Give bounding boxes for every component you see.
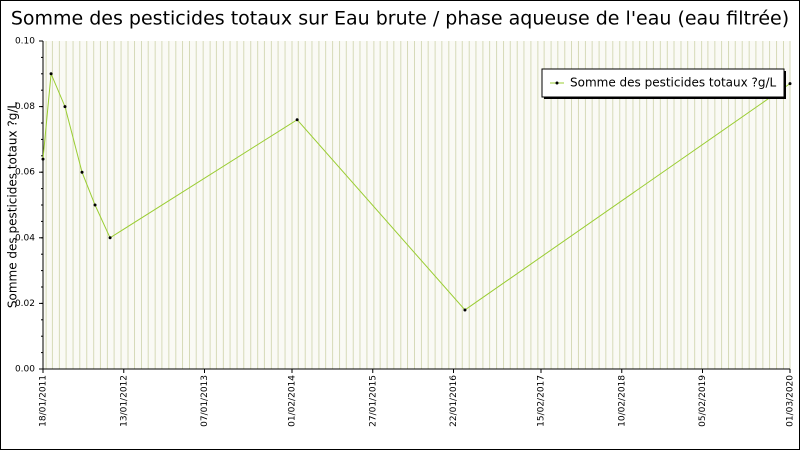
y-axis-label: Somme des pesticides totaux ?g/L — [6, 102, 20, 309]
legend: Somme des pesticides totaux ?g/L — [541, 68, 786, 99]
data-point — [93, 203, 97, 207]
data-point — [80, 170, 84, 174]
x-tick-label: 15/02/2017 — [537, 375, 547, 427]
legend-box — [541, 68, 785, 98]
data-point — [463, 308, 467, 312]
x-tick-label: 01/02/2014 — [288, 375, 298, 427]
y-tick-label: 0.04 — [15, 233, 35, 243]
x-tick-label: 13/01/2012 — [119, 375, 129, 427]
x-tick-label: 22/01/2016 — [449, 375, 459, 427]
data-point — [108, 236, 112, 240]
data-point — [49, 72, 53, 76]
y-tick-label: 0.00 — [15, 365, 35, 375]
x-tick-label: 27/01/2015 — [368, 375, 378, 427]
y-tick-label: 0.08 — [15, 102, 35, 112]
data-point — [788, 82, 792, 86]
legend-label: Somme des pesticides totaux ?g/L — [570, 76, 777, 90]
x-tick-label: 18/01/2011 — [39, 375, 49, 427]
data-point — [295, 118, 299, 122]
data-point — [41, 157, 45, 161]
chart-title: Somme des pesticides totaux sur Eau brut… — [11, 8, 789, 30]
y-tick-label: 0.02 — [15, 299, 35, 309]
legend-marker — [555, 81, 559, 85]
x-tick-label: 05/02/2019 — [698, 375, 708, 427]
y-tick-label: 0.10 — [15, 37, 35, 47]
x-tick-label: 01/03/2020 — [786, 375, 796, 427]
x-tick-label: 07/01/2013 — [200, 375, 210, 427]
y-tick-label: 0.06 — [15, 168, 35, 178]
x-tick-label: 10/02/2018 — [617, 375, 627, 427]
data-point — [63, 105, 67, 109]
